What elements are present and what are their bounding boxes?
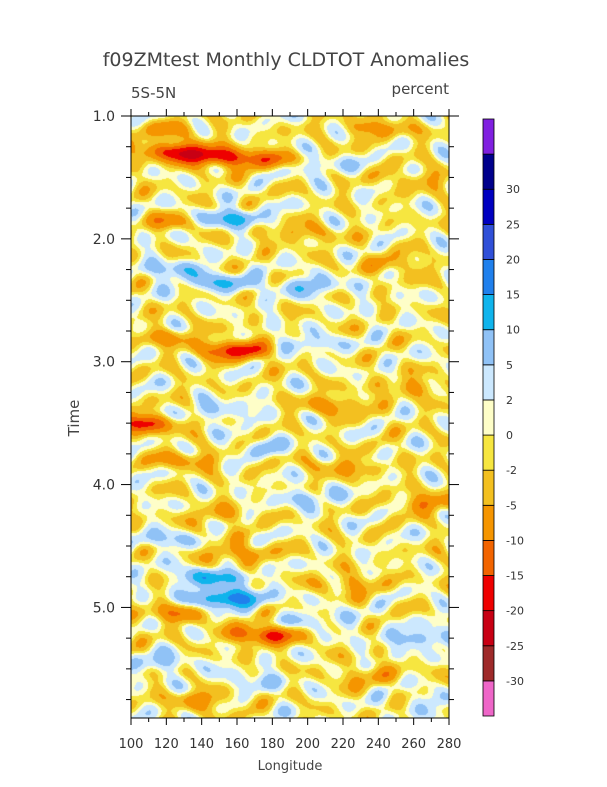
y-tick-label: 2.0 [93,232,115,248]
x-tick-label: 240 [366,737,391,752]
colorbar-label: 15 [506,289,520,302]
colorbar-swatch [482,329,495,366]
x-axis-label: Longitude [258,759,323,774]
right-subtitle: percent [392,80,450,98]
colorbar-label: 5 [506,359,513,372]
colorbar-swatch [482,259,495,295]
y-tick-label: 3.0 [93,355,115,371]
y-tick-label: 5.0 [93,600,115,616]
y-axis-label: Time [65,400,83,438]
x-tick-label: 260 [401,737,426,752]
x-tick-label: 200 [295,737,320,752]
colorbar-label: -30 [506,675,524,688]
x-tick-label: 180 [260,737,285,752]
colorbar-swatch [482,469,495,506]
colorbar-swatch [482,364,495,401]
colorbar-swatch [482,645,495,682]
colorbar-swatch [482,118,495,155]
colorbar-label: -20 [506,605,524,618]
colorbar-label: 10 [506,324,520,337]
colorbar-swatch [482,294,495,331]
colorbar-swatch [482,399,495,436]
colorbar-swatch [482,680,495,717]
left-subtitle: 5S-5N [131,84,176,102]
y-tick-label: 1.0 [93,109,115,125]
colorbar-swatch [482,153,495,190]
colorbar-label: -25 [506,640,524,653]
colorbar-label: 2 [506,394,513,407]
colorbar-swatch [482,223,495,260]
x-tick-label: 220 [331,737,356,752]
colorbar-swatch [482,188,495,225]
colorbar-swatch [482,434,495,471]
colorbar-label: -5 [506,499,517,512]
colorbar-label: 25 [506,218,520,231]
colorbar-label: 30 [506,183,520,196]
x-tick-label: 280 [437,737,462,752]
axis-ticks: 100 120 140 160 180 200 220 240 260 280 1.0 2.0 3.0 4… [93,109,462,752]
colorbar-swatch [482,575,495,612]
x-tick-label: 100 [119,737,144,752]
x-tick-label: 120 [154,737,179,752]
colorbar-label: 0 [506,429,513,442]
x-tick-label: 140 [189,737,214,752]
colorbar-swatch [482,504,495,541]
y-tick-label: 4.0 [93,478,115,494]
colorbar-swatch [482,540,495,576]
colorbar-label: -2 [506,464,517,477]
colorbar-label: -15 [506,570,524,583]
chart-title: f09ZMtest Monthly CLDTOT Anomalies [103,49,470,71]
heatmap-field [131,116,449,718]
colorbar-swatch [482,610,495,647]
heatmap-raster [131,116,449,718]
colorbar-label: -10 [506,534,524,547]
x-tick-label: 160 [225,737,250,752]
colorbar-label: 20 [506,253,520,266]
